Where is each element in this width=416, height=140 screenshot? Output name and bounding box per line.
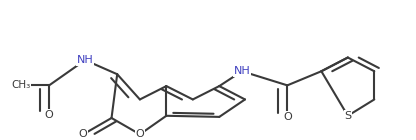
Text: O: O	[136, 129, 144, 139]
Text: CH₃: CH₃	[11, 80, 30, 90]
Text: NH: NH	[234, 66, 250, 76]
Text: NH: NH	[77, 55, 94, 65]
Text: O: O	[45, 110, 54, 120]
Text: O: O	[283, 112, 292, 122]
Text: O: O	[79, 129, 87, 139]
Text: S: S	[344, 111, 352, 121]
